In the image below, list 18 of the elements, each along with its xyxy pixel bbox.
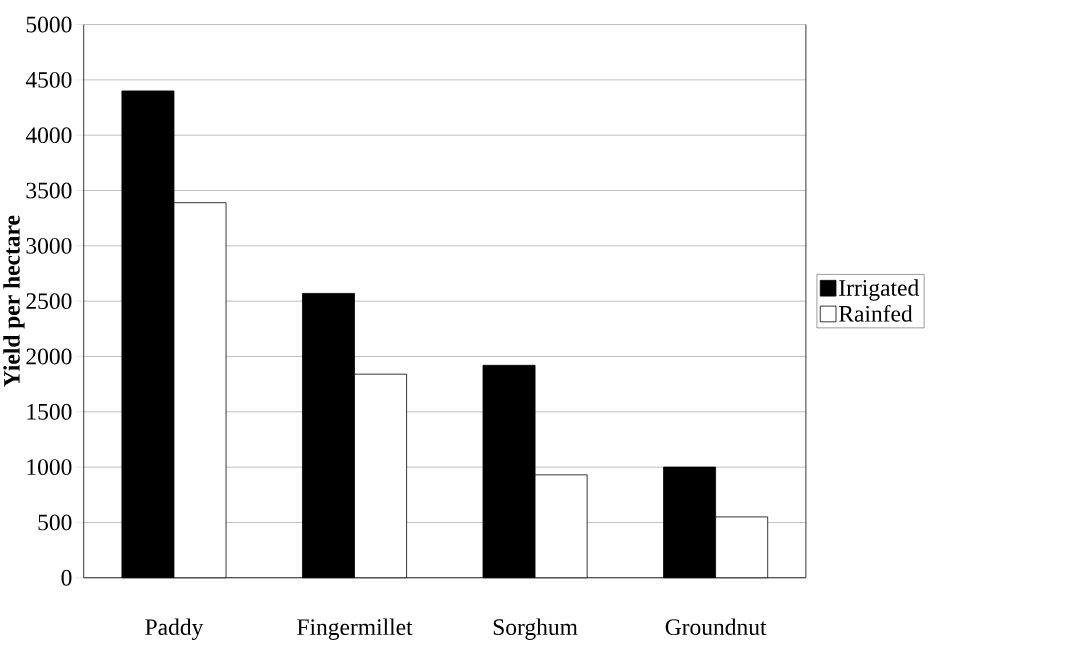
- x-tick-label: Groundnut: [665, 618, 767, 635]
- y-tick-label: 5000: [26, 16, 72, 33]
- legend-label: Irrigated: [839, 279, 919, 301]
- y-tick-label: 0: [61, 569, 72, 586]
- legend-label: Rainfed: [839, 304, 913, 322]
- y-axis-title: Yield per hectare: [3, 215, 25, 387]
- x-tick-label: Fingermillet: [297, 618, 413, 640]
- y-tick-label: 2500: [26, 293, 72, 309]
- x-tick-label: Paddy: [145, 618, 204, 640]
- y-tick-label: 3000: [26, 237, 72, 254]
- y-tick-label: 4500: [25, 71, 72, 88]
- y-tick-label: 4000: [25, 127, 72, 143]
- y-tick-label: 1000: [27, 458, 72, 475]
- y-tick-label: 3500: [26, 182, 72, 199]
- y-tick-label: 2000: [26, 348, 72, 365]
- y-tick-label: 500: [38, 514, 72, 531]
- y-tick-label: 1500: [27, 403, 72, 420]
- x-tick-label: Sorghum: [493, 618, 578, 640]
